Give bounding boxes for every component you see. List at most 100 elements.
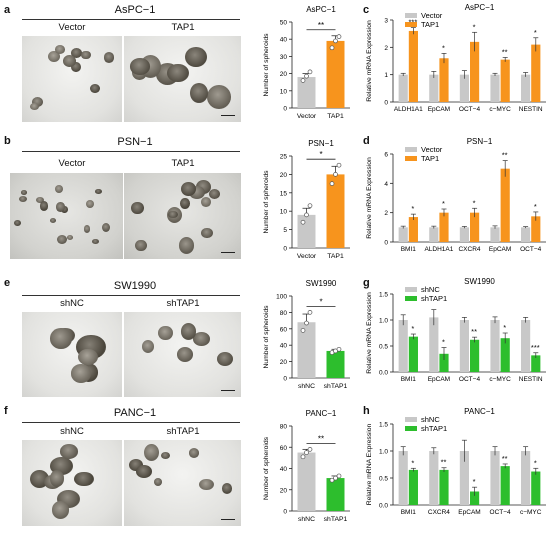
chart-title: AsPC−1: [306, 5, 336, 14]
bar-vector: [490, 227, 500, 242]
spheroid: [19, 196, 28, 203]
y-tick-label: 40: [280, 343, 288, 350]
panel-label-d: d: [363, 135, 370, 147]
spheroid: [90, 83, 100, 93]
y-axis-label: Relative mRNA Expression: [366, 20, 373, 102]
significance-label: *: [411, 458, 414, 467]
image-b-vector-micrograph: [10, 173, 123, 259]
bar-shnc: [429, 451, 439, 505]
y-tick-label: 1.5: [379, 292, 388, 299]
data-point: [336, 34, 342, 39]
bar-shnc: [490, 320, 500, 372]
x-tick-label: OCT−4: [459, 376, 481, 383]
significance-label: **: [471, 327, 477, 336]
bar-vector: [459, 74, 469, 102]
y-tick-label: 50: [280, 20, 288, 27]
spheroid: [158, 325, 173, 340]
x-tick-label: OCT−4: [520, 246, 542, 253]
bar-tap1: [408, 30, 418, 102]
bar-shtap1: [408, 336, 418, 372]
chart-title: SW1990: [464, 277, 495, 286]
image-a-right-label: TAP1: [171, 22, 195, 33]
spheroid: [131, 201, 144, 215]
bar-shtap1: [500, 466, 510, 505]
scale-bar: [221, 114, 235, 116]
x-tick-label: NESTIN: [519, 106, 543, 113]
spheroid: [59, 444, 79, 460]
bar-shnc: [297, 452, 316, 511]
spheroid: [92, 239, 99, 245]
spheroid: [101, 223, 110, 233]
legend-label-vector: Vector: [421, 11, 443, 20]
spheroid: [193, 332, 211, 346]
bar-shtap1: [531, 355, 541, 372]
data-point: [304, 450, 309, 455]
significance-label: **: [502, 151, 508, 160]
bar-shnc: [398, 320, 408, 372]
data-point: [336, 162, 342, 168]
significance-label: *: [473, 198, 476, 207]
chart-svg: PANC−1 0 20 40 60 80 Number of spheroids shNC sh…: [263, 409, 350, 523]
y-tick-label: 6: [384, 152, 388, 159]
chart-a-spheroids: AsPC−1 0 10 20 30 40 50 Number of spheroids Vect…: [252, 0, 360, 134]
spheroid: [81, 50, 91, 60]
bar-shtap1: [326, 350, 345, 378]
bar-vector: [398, 227, 408, 242]
spheroid: [49, 457, 73, 475]
chart-title: PANC−1: [464, 407, 495, 416]
panel-label-g: g: [363, 277, 370, 289]
y-tick-label: 1: [384, 72, 388, 79]
image-e-divider: [22, 295, 240, 296]
x-tick-label: c−MYC: [489, 376, 511, 383]
significance-label: **: [318, 434, 324, 443]
chart-g-mrna: SW1990 0.0 0.5 1.0 1.5 Relative mRNA Expressi…: [363, 274, 550, 404]
spheroid: [85, 200, 94, 209]
x-tick-label: c−MYC: [489, 106, 511, 113]
data-point: [307, 310, 313, 315]
legend-swatch-vector: [405, 13, 417, 18]
spheroid: [36, 197, 44, 204]
spheroid: [141, 339, 155, 353]
chart-title: PSN−1: [308, 139, 334, 148]
legend-swatch-shnc: [405, 287, 417, 292]
x-tick-label: shNC: [298, 383, 315, 390]
y-tick-label: 60: [280, 326, 288, 333]
image-b-tap1-micrograph: [124, 173, 241, 259]
spheroid: [39, 201, 49, 211]
spheroid: [181, 323, 197, 340]
significance-label: *: [442, 43, 445, 52]
y-tick-label: 0: [384, 100, 388, 107]
data-point: [304, 73, 309, 79]
y-tick-label: 3: [384, 18, 388, 25]
spheroid: [103, 52, 115, 63]
spheroid: [50, 328, 72, 349]
x-tick-label: EpCAM: [428, 376, 450, 383]
chart-h-mrna: PANC−1 0.0 0.5 1.0 1.5 Relative mRNA Expressi…: [363, 404, 550, 537]
y-tick-label: 20: [280, 359, 288, 366]
image-b-divider: [22, 151, 240, 152]
data-point: [336, 473, 342, 479]
bar-tap1: [470, 212, 480, 242]
bar-shnc: [429, 317, 439, 372]
legend-swatch-vector: [405, 147, 417, 152]
data-point: [304, 320, 309, 326]
bar-tap1: [439, 58, 449, 102]
data-point: [307, 447, 313, 452]
y-axis-label: Number of spheroids: [263, 436, 270, 500]
panel-label-a: a: [4, 4, 11, 16]
significance-label: *: [534, 458, 537, 467]
data-point: [307, 69, 313, 75]
bar-shtap1: [326, 478, 345, 511]
data-point: [333, 475, 338, 481]
panel-label-b: b: [4, 135, 11, 147]
bar-shnc: [521, 451, 531, 505]
significance-label: *: [411, 204, 414, 213]
chart-b-spheroids: PSN−1 0 5 10 15 20 25 Number of spheroids Vector…: [252, 134, 360, 274]
data-point: [336, 346, 342, 352]
spheroid: [49, 470, 65, 488]
spheroid: [217, 351, 234, 367]
chart-title: AsPC−1: [465, 3, 495, 12]
y-tick-label: 80: [280, 424, 288, 431]
image-e-left-label: shNC: [60, 298, 84, 309]
bar-shnc: [459, 320, 469, 372]
